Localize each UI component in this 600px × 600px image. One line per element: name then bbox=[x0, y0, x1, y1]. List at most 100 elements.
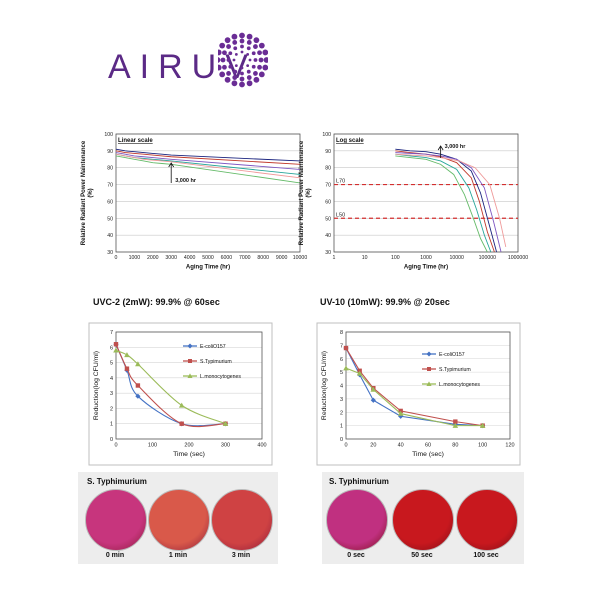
uv10-heading: UV-10 (10mW): 99.9% @ 20sec bbox=[320, 297, 450, 307]
plot-area bbox=[333, 133, 519, 253]
y-tick-label: 5 bbox=[110, 361, 113, 367]
plate-label-right-3: 100 sec bbox=[473, 552, 499, 559]
y-tick-label: 3 bbox=[110, 391, 113, 397]
x-tick-label: 1 bbox=[333, 255, 336, 261]
legend-label: L.monocytogenes bbox=[200, 374, 241, 380]
logo-dot bbox=[240, 66, 244, 70]
uvc2-heading: UVC-2 (2mW): 99.9% @ 60sec bbox=[93, 297, 220, 307]
right-plates-panel: S. Typhimurium 0 sec 50 sec 100 sec bbox=[322, 472, 524, 564]
y-tick-label: 100 bbox=[104, 132, 113, 138]
logo-dot bbox=[219, 71, 226, 78]
data-point bbox=[124, 366, 130, 371]
marker-label: 3,000 hr bbox=[175, 178, 197, 184]
y-tick-label: 5 bbox=[340, 370, 343, 376]
x-tick-label: 40 bbox=[398, 443, 404, 449]
x-tick-label: 1000 bbox=[420, 255, 432, 261]
logo-dot bbox=[258, 57, 264, 63]
y-tick-label: 70 bbox=[325, 183, 331, 189]
logo-dot bbox=[246, 64, 250, 68]
x-tick-label: 10000 bbox=[449, 255, 464, 261]
legend-label: E-coliO157 bbox=[439, 352, 465, 358]
y-tick-label: 1 bbox=[340, 424, 343, 430]
logo-dot bbox=[253, 37, 260, 44]
series-line-5 bbox=[395, 155, 488, 253]
logo-dot bbox=[220, 57, 226, 63]
series-line-4 bbox=[115, 153, 301, 175]
logo-dot bbox=[240, 44, 244, 49]
marker-arrow-head bbox=[437, 145, 444, 151]
logo-dot bbox=[219, 42, 226, 49]
y-axis-label-line-1: Relative Radiant Power Maintenance bbox=[299, 140, 305, 245]
y-tick-label: 0 bbox=[110, 437, 113, 443]
logo-dot bbox=[239, 76, 245, 82]
x-tick-label: 0 bbox=[114, 443, 117, 449]
petri-dish-right-1 bbox=[326, 489, 388, 551]
logo-dot bbox=[234, 52, 238, 56]
x-axis-label: Time (sec) bbox=[412, 451, 444, 458]
data-point bbox=[397, 410, 404, 416]
data-point bbox=[370, 397, 376, 403]
x-tick-label: 1000 bbox=[129, 255, 141, 261]
y-tick-label: 4 bbox=[110, 376, 113, 382]
logo-dot bbox=[232, 75, 238, 80]
logo-dot bbox=[251, 51, 256, 56]
chart-frame bbox=[316, 322, 521, 466]
series-line-3 bbox=[395, 152, 502, 253]
legend-label: L.monocytogenes bbox=[439, 382, 480, 388]
logo-dot bbox=[222, 50, 227, 56]
logo-dot bbox=[246, 75, 252, 80]
plate-label-left-2: 1 min bbox=[168, 552, 188, 559]
legend-label: E-coliO157 bbox=[200, 344, 226, 350]
right-plates-title: S. Typhimurium bbox=[329, 477, 389, 486]
legend-marker bbox=[426, 351, 432, 357]
legend-marker bbox=[427, 367, 431, 371]
petri-dish-left-2 bbox=[148, 489, 210, 551]
y-tick-label: 40 bbox=[325, 233, 331, 239]
left-plates-title: S. Typhimurium bbox=[87, 477, 147, 486]
data-point bbox=[113, 342, 119, 347]
series-line-6 bbox=[395, 153, 507, 248]
y-tick-label: 50 bbox=[107, 216, 113, 222]
logo-dot bbox=[258, 42, 265, 49]
plate-label-left-1: 0 min bbox=[105, 552, 125, 559]
x-tick-label: 10000 bbox=[293, 255, 308, 261]
x-tick-label: 100000 bbox=[479, 255, 496, 261]
y-tick-label: 30 bbox=[107, 250, 113, 256]
x-tick-label: 0 bbox=[115, 255, 118, 261]
legend-marker bbox=[426, 381, 432, 386]
y-tick-label: 4 bbox=[340, 384, 343, 390]
y-tick-label: 90 bbox=[107, 149, 113, 155]
logo-dot bbox=[228, 51, 233, 56]
x-tick-label: 5000 bbox=[202, 255, 214, 261]
series-line-2 bbox=[395, 150, 495, 253]
x-tick-label: 1000000 bbox=[508, 255, 528, 261]
series-line-2 bbox=[115, 150, 301, 165]
logo-dot bbox=[240, 50, 244, 54]
logo-dot bbox=[226, 58, 231, 62]
logo-dot bbox=[246, 80, 253, 87]
y-tick-label: 100 bbox=[322, 132, 331, 138]
series-line-5 bbox=[115, 155, 301, 184]
logo-dot bbox=[258, 71, 265, 78]
marker-label: 3,000 hr bbox=[445, 144, 467, 150]
data-point bbox=[113, 347, 119, 353]
y-axis-label-line-2: (%) bbox=[306, 188, 312, 197]
logo-dot bbox=[222, 64, 227, 70]
data-point bbox=[135, 383, 141, 388]
logo-dot bbox=[218, 64, 222, 71]
series-line-3 bbox=[115, 152, 301, 170]
series-line-2 bbox=[115, 344, 226, 428]
legend-marker bbox=[187, 373, 193, 378]
logo-dot bbox=[253, 58, 258, 62]
petri-dish-right-3 bbox=[456, 489, 518, 551]
legend-label: S.Typimurium bbox=[439, 367, 471, 373]
x-tick-label: 0 bbox=[344, 443, 347, 449]
logo-dot bbox=[263, 57, 268, 63]
plate-label-right-2: 50 sec bbox=[411, 552, 433, 559]
x-axis-label: Aging Time (hr) bbox=[404, 264, 448, 270]
x-tick-label: 300 bbox=[221, 443, 230, 449]
logo-dot bbox=[218, 49, 222, 56]
y-tick-label: 6 bbox=[110, 345, 113, 351]
data-point bbox=[453, 419, 458, 424]
